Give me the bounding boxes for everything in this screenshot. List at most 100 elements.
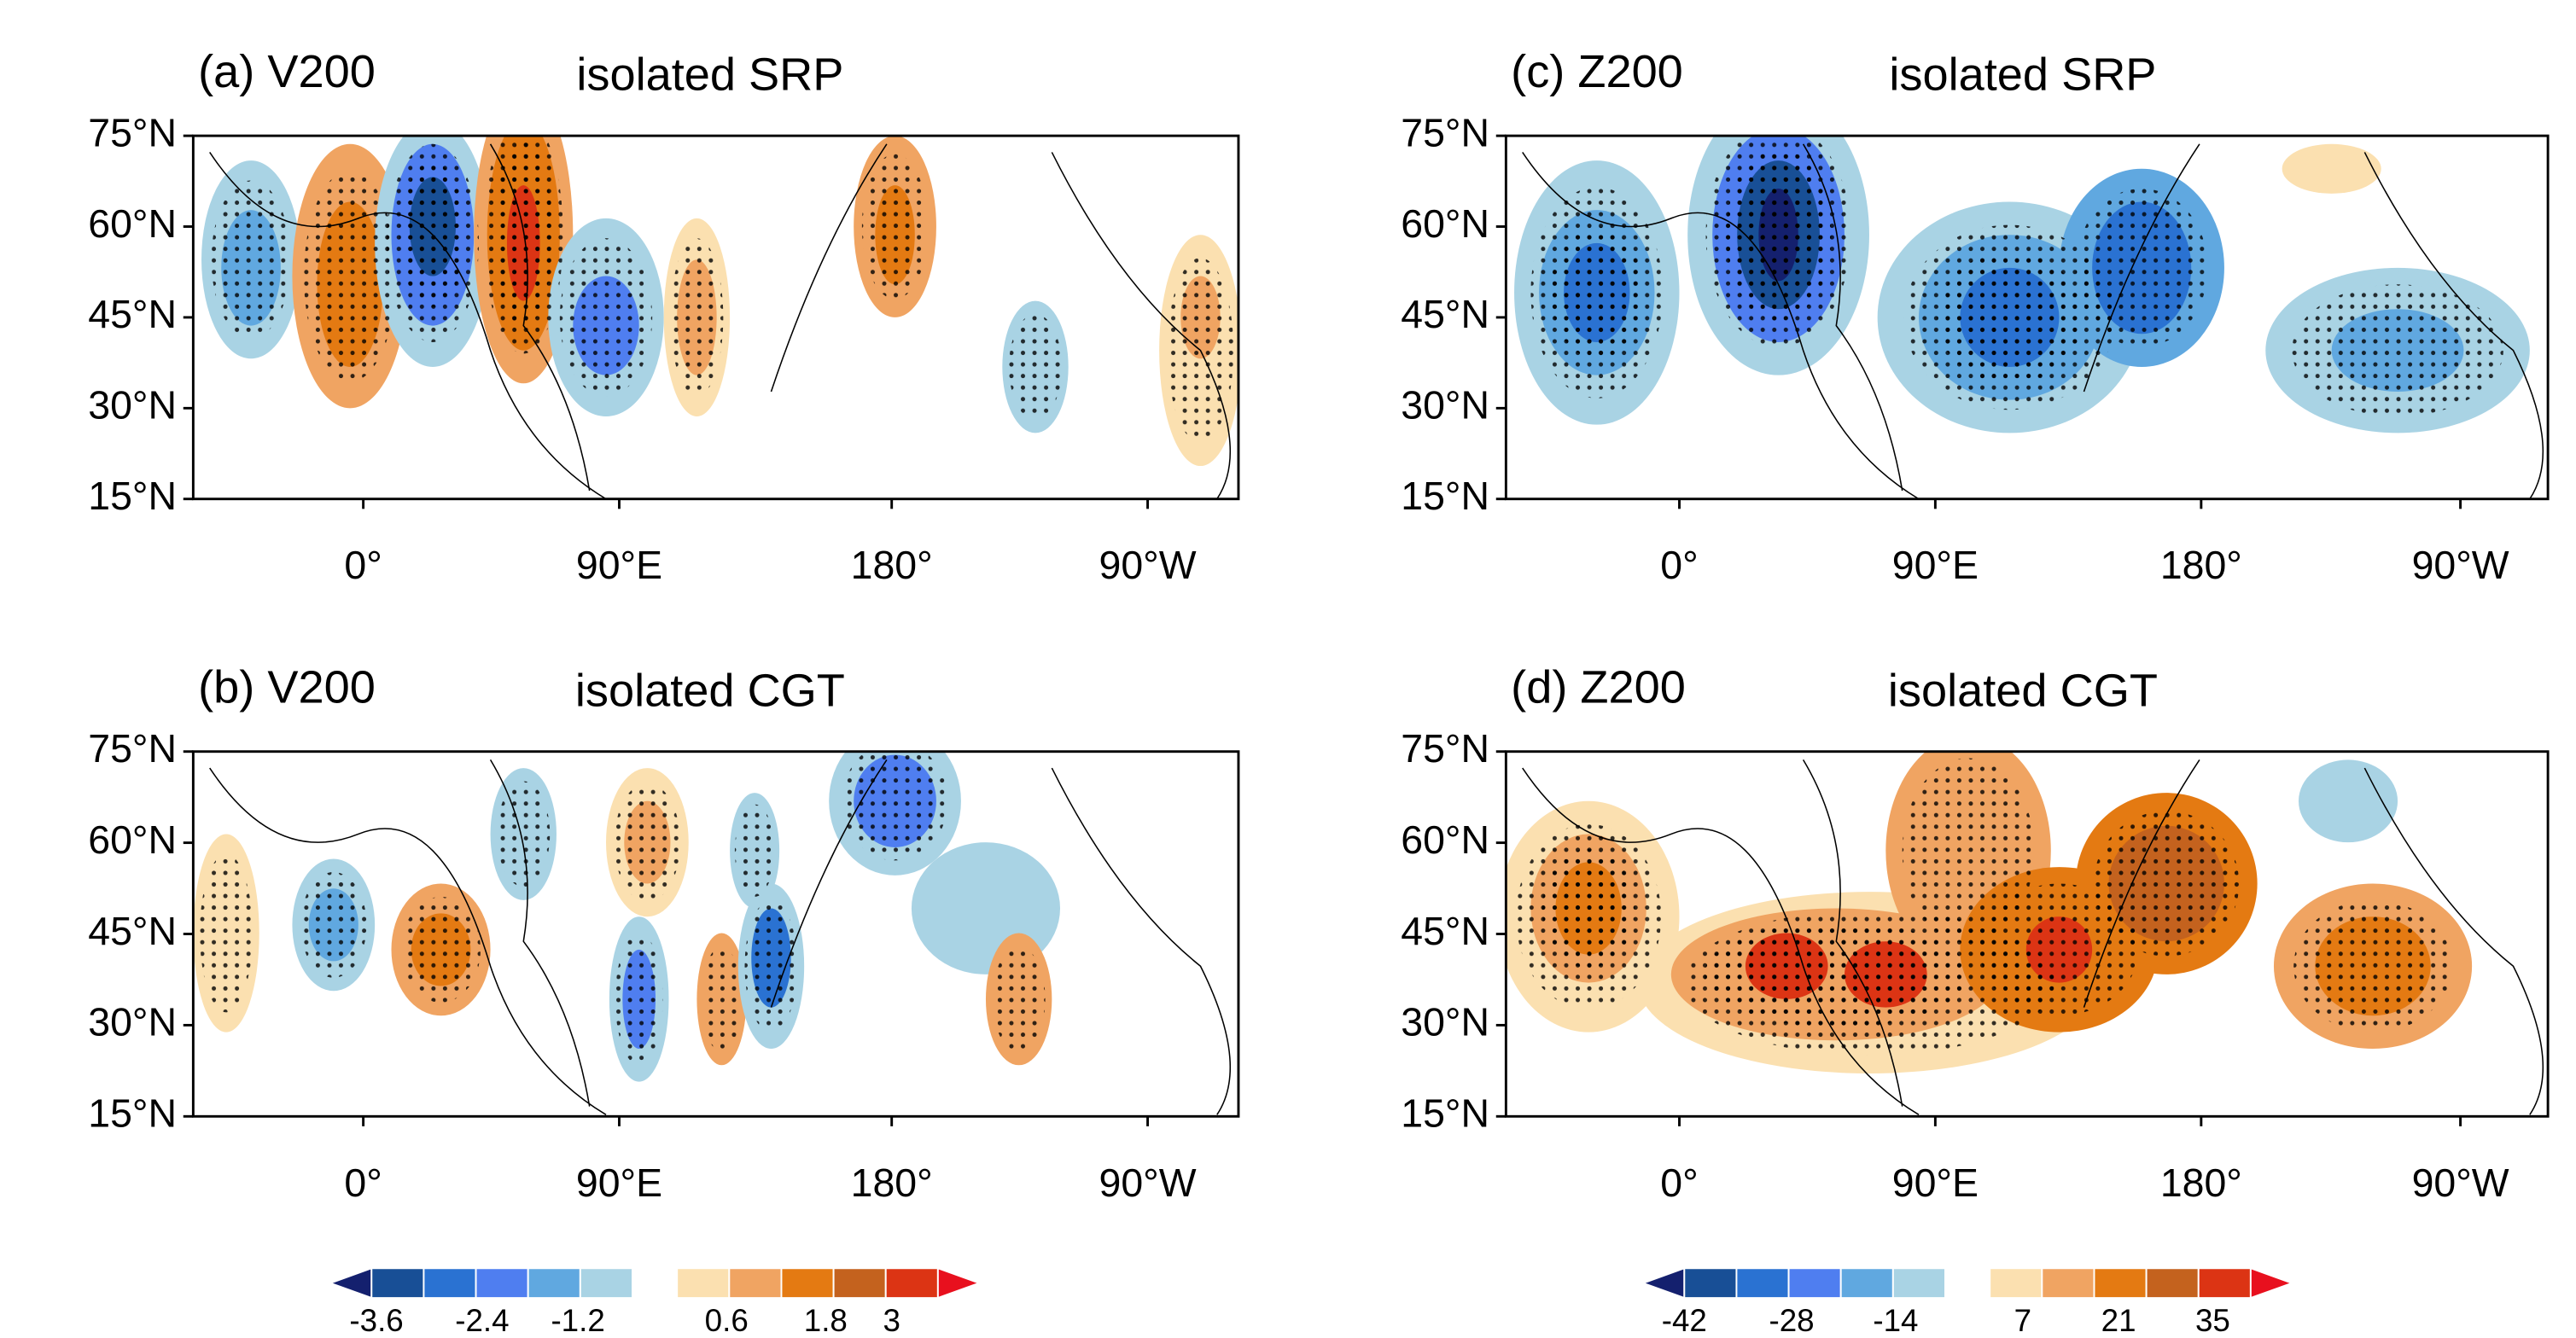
y-tick-label: 60°N bbox=[1401, 201, 1489, 246]
colorbar-label: 7 bbox=[2014, 1303, 2031, 1338]
panel-label: (d) Z200 bbox=[1511, 661, 1686, 713]
colorbar-label: -1.2 bbox=[551, 1303, 604, 1338]
stipple bbox=[734, 804, 775, 897]
colorbar-swatch bbox=[1683, 1267, 1738, 1300]
colorbar-swatch bbox=[832, 1267, 887, 1300]
colorbar-swatch bbox=[2093, 1267, 2148, 1300]
colorbar-swatch bbox=[527, 1267, 581, 1300]
stipple bbox=[842, 751, 948, 861]
colorbar-label: -3.6 bbox=[349, 1303, 403, 1338]
stipple bbox=[1745, 175, 1812, 294]
x-tick-label: 90°W bbox=[2412, 1161, 2509, 1205]
stipple bbox=[559, 238, 653, 397]
x-tick-label: 90°W bbox=[1099, 1161, 1197, 1205]
anomaly bbox=[2282, 143, 2381, 194]
coastline bbox=[1522, 759, 2544, 1116]
stipple bbox=[2293, 899, 2452, 1033]
colorbar-label: -42 bbox=[1662, 1303, 1707, 1338]
colorbar-arrow bbox=[328, 1266, 373, 1300]
y-tick-label: 15°N bbox=[1401, 1091, 1489, 1136]
y-tick-label: 75°N bbox=[1401, 726, 1489, 771]
colorbar-swatch bbox=[780, 1267, 835, 1300]
map-field bbox=[1506, 751, 2544, 1116]
colorbar-swatch bbox=[2145, 1267, 2200, 1300]
y-tick-label: 45°N bbox=[88, 292, 177, 336]
x-tick-label: 180° bbox=[851, 543, 933, 587]
y-tick-label: 30°N bbox=[1401, 383, 1489, 428]
x-tick-label: 180° bbox=[2160, 543, 2242, 587]
colorbar-swatch bbox=[884, 1267, 939, 1300]
stipple bbox=[1902, 758, 2035, 944]
y-tick-label: 45°N bbox=[1401, 292, 1489, 336]
panel-title: isolated SRP bbox=[1889, 49, 2156, 101]
stipple bbox=[300, 871, 367, 978]
stipple bbox=[1704, 921, 1969, 1027]
stipple bbox=[2075, 189, 2208, 347]
x-tick-label: 90°E bbox=[576, 543, 662, 587]
y-tick-label: 30°N bbox=[88, 383, 177, 428]
panel-label: (b) V200 bbox=[198, 661, 376, 713]
colorbar-swatch bbox=[1891, 1267, 1946, 1300]
y-tick-label: 60°N bbox=[1401, 817, 1489, 862]
stipple bbox=[670, 238, 724, 397]
stipple bbox=[494, 142, 553, 328]
map-field bbox=[1514, 136, 2544, 499]
colorbar-label: 0.6 bbox=[705, 1303, 749, 1338]
colorbar-arrow bbox=[2249, 1266, 2295, 1300]
colorbar-swatch bbox=[1839, 1267, 1894, 1300]
colorbar-swatch bbox=[2041, 1267, 2095, 1300]
stipple bbox=[615, 933, 663, 1066]
colorbar-swatch bbox=[423, 1267, 477, 1300]
x-tick-label: 90°W bbox=[1099, 543, 1197, 587]
y-tick-label: 30°N bbox=[88, 1000, 177, 1044]
coastline bbox=[1522, 143, 2544, 499]
colorbar-swatch bbox=[370, 1267, 425, 1300]
colorbar-label: 3 bbox=[883, 1303, 900, 1338]
x-tick-label: 90°E bbox=[1892, 543, 1979, 587]
colorbar-arrow bbox=[936, 1266, 982, 1300]
colorbar-label: 1.8 bbox=[804, 1303, 848, 1338]
stipple bbox=[211, 180, 291, 340]
colorbar-swatch bbox=[475, 1267, 529, 1300]
stipple bbox=[702, 946, 742, 1052]
map-field bbox=[201, 136, 1238, 499]
y-tick-label: 60°N bbox=[88, 817, 177, 862]
y-tick-label: 75°N bbox=[88, 110, 177, 154]
y-tick-label: 60°N bbox=[88, 201, 177, 246]
colorbar-arrow bbox=[1641, 1266, 1686, 1300]
stipple bbox=[200, 853, 253, 1013]
colorbar-label: -2.4 bbox=[455, 1303, 509, 1338]
colorbar-label: -28 bbox=[1769, 1303, 1814, 1338]
panel-label: (a) V200 bbox=[198, 46, 376, 97]
y-tick-label: 45°N bbox=[88, 909, 177, 953]
colorbar-swatch bbox=[1989, 1267, 2043, 1300]
stipple bbox=[614, 782, 681, 902]
y-tick-label: 15°N bbox=[1401, 474, 1489, 518]
colorbar-label: 21 bbox=[2101, 1303, 2136, 1338]
stipple bbox=[1550, 226, 1643, 359]
stipple bbox=[1979, 883, 2139, 1016]
x-tick-label: 180° bbox=[851, 1161, 933, 1205]
coastline bbox=[209, 759, 1231, 1116]
panel-title: isolated CGT bbox=[575, 665, 845, 716]
colorbar-label: 35 bbox=[2195, 1303, 2230, 1338]
y-tick-label: 30°N bbox=[1401, 1000, 1489, 1044]
y-tick-label: 15°N bbox=[88, 1091, 177, 1136]
coastline bbox=[209, 143, 1231, 499]
stipple bbox=[1937, 251, 2083, 384]
colorbar-swatch bbox=[728, 1267, 783, 1300]
x-tick-label: 90°W bbox=[2412, 543, 2509, 587]
stipple bbox=[1542, 848, 1635, 969]
panel-title: isolated CGT bbox=[1888, 665, 2158, 716]
colorbar-swatch bbox=[579, 1267, 633, 1300]
stipple bbox=[992, 946, 1046, 1052]
x-tick-label: 0° bbox=[1660, 543, 1698, 587]
stipple bbox=[497, 781, 551, 887]
x-tick-label: 180° bbox=[2160, 1161, 2242, 1205]
stipple bbox=[1009, 314, 1062, 420]
colorbar-swatch bbox=[1735, 1267, 1790, 1300]
stipple bbox=[303, 170, 397, 382]
x-tick-label: 90°E bbox=[1892, 1161, 1979, 1205]
x-tick-label: 0° bbox=[344, 543, 382, 587]
